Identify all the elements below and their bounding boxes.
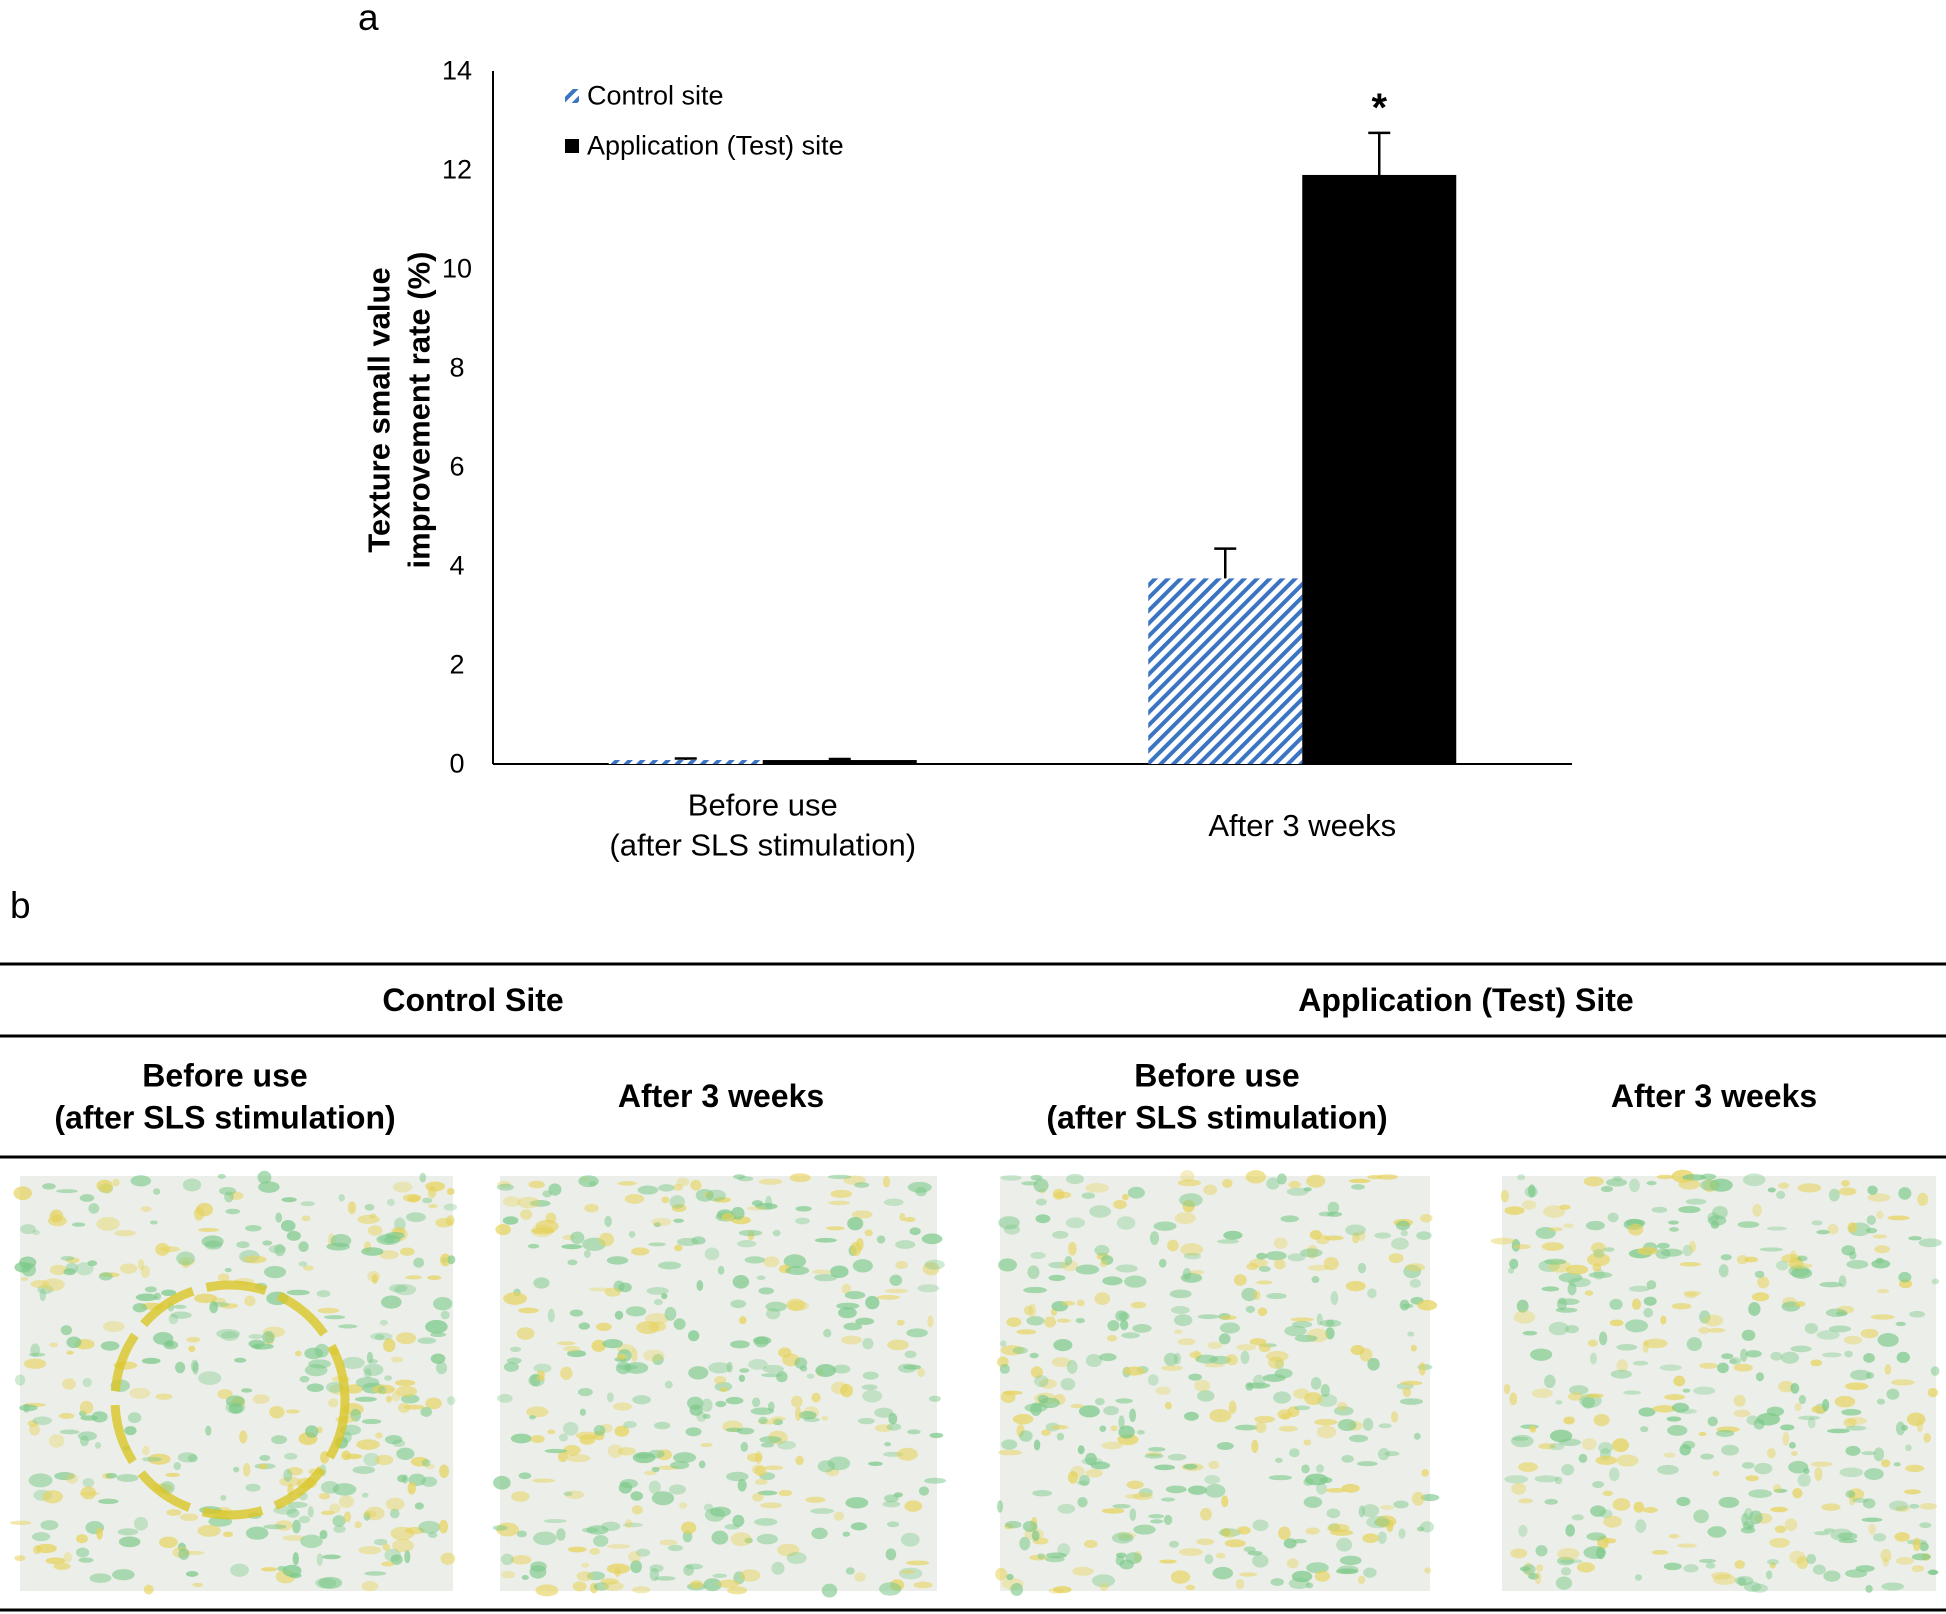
- table-subheader: After 3 weeks: [1610, 1078, 1818, 1115]
- texture-image: [1490, 1169, 1942, 1593]
- x-tick-label: After 3 weeks: [1208, 807, 1397, 843]
- error-bar: [674, 757, 697, 761]
- legend-label: Application (Test) site: [587, 130, 844, 161]
- bar: [1148, 578, 1303, 764]
- bar: [762, 760, 917, 764]
- table-subheader: After 3 weeks: [617, 1078, 825, 1115]
- y-axis-label: Texture small value improvement rate (%): [361, 251, 437, 569]
- error-bar: [828, 757, 851, 761]
- texture-image: [995, 1170, 1440, 1597]
- table-header: Application (Test) Site: [1298, 982, 1634, 1019]
- panel-label: b: [10, 885, 31, 926]
- y-tick-label: 12: [441, 154, 473, 185]
- x-tick-label: Before use (after SLS stimulation): [609, 787, 917, 863]
- texture-image: [492, 1173, 947, 1598]
- texture-image: [9, 1170, 458, 1595]
- y-tick-label: 4: [449, 550, 465, 581]
- table-header: Control Site: [382, 982, 564, 1019]
- bar: [1302, 174, 1457, 764]
- y-tick-label: 6: [449, 451, 465, 482]
- error-bar: [1368, 131, 1391, 175]
- error-bar: [1214, 547, 1237, 579]
- table-subheader: Before use (after SLS stimulation): [1046, 1057, 1388, 1135]
- legend-swatch: [565, 139, 579, 153]
- y-tick-label: 0: [449, 748, 465, 779]
- y-tick-label: 10: [441, 253, 473, 284]
- y-tick-label: 8: [449, 352, 465, 383]
- y-tick-label: 14: [441, 55, 473, 86]
- significance-marker: *: [1371, 86, 1387, 130]
- panel-label: a: [358, 0, 379, 38]
- legend-swatch: [565, 89, 579, 103]
- y-tick-label: 2: [449, 649, 465, 680]
- table-subheader: Before use (after SLS stimulation): [54, 1057, 396, 1135]
- bar: [608, 760, 763, 764]
- legend-label: Control site: [587, 80, 724, 111]
